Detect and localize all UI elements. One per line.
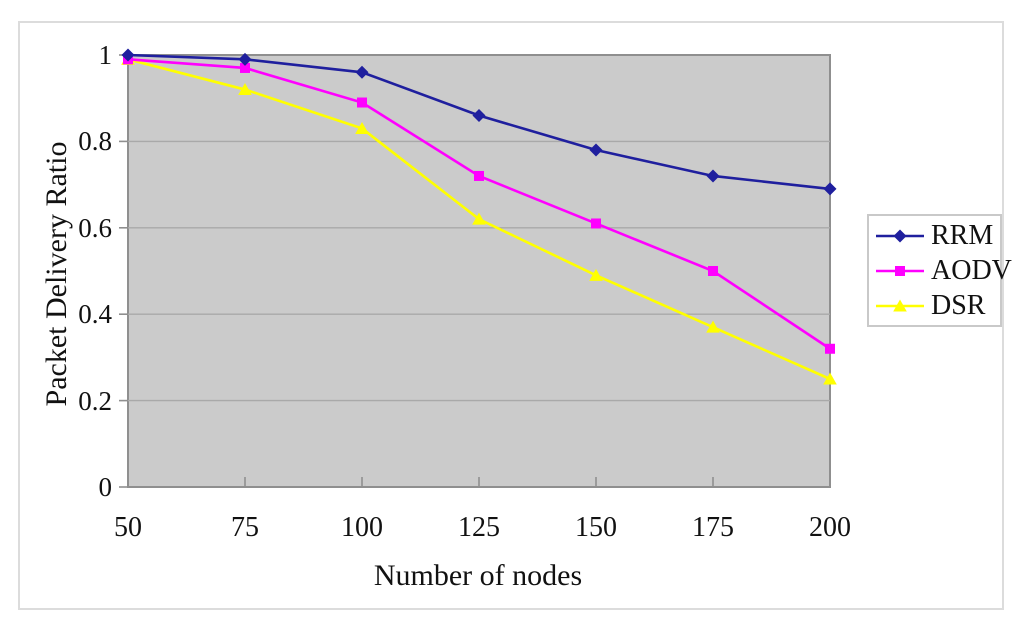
legend-marker (893, 229, 907, 242)
x-tick-label: 150 (575, 512, 617, 543)
y-tick-label: 0.8 (78, 126, 112, 157)
y-tick-label: 0.4 (78, 299, 112, 330)
data-point-aodv (240, 62, 250, 73)
data-point-aodv (357, 97, 367, 108)
legend: RRM AODV DSR (867, 214, 1012, 327)
legend-item-aodv: AODV (875, 255, 1012, 286)
x-tick-label: 100 (341, 512, 383, 543)
data-point-aodv (708, 266, 718, 276)
legend-marker (893, 299, 907, 311)
diamond-marker-icon (876, 229, 924, 242)
legend-label: DSR (931, 289, 986, 321)
x-tick-label: 75 (231, 512, 259, 543)
series-dsr (121, 52, 837, 385)
x-axis-title: Number of nodes (373, 559, 583, 592)
data-point-rrm (823, 182, 837, 196)
data-point-aodv (474, 170, 484, 181)
y-tick-label: 0.2 (78, 385, 112, 416)
plot-area (119, 48, 837, 488)
legend-marker (895, 265, 905, 276)
data-point-aodv (591, 218, 601, 229)
legend-item-dsr: DSR (875, 289, 1000, 321)
data-point-dsr (472, 212, 486, 225)
y-axis-title: Packet Delivery Ratio (40, 141, 73, 407)
x-tick-label: 125 (458, 512, 500, 543)
data-point-aodv (825, 343, 835, 354)
triangle-marker-icon (876, 299, 924, 311)
square-marker-icon (876, 265, 924, 276)
data-point-rrm (121, 48, 135, 62)
legend-label: RRM (931, 219, 994, 251)
data-point-rrm (589, 143, 603, 157)
data-point-dsr (589, 268, 603, 281)
data-point-dsr (706, 320, 720, 333)
data-point-rrm (706, 169, 720, 183)
data-point-rrm (355, 65, 369, 79)
x-tick-label: 200 (809, 512, 851, 543)
y-tick-label: 0 (98, 472, 113, 502)
data-point-dsr (823, 372, 837, 385)
data-point-rrm (472, 108, 486, 122)
data-point-dsr (355, 121, 369, 134)
data-point-rrm (238, 52, 252, 66)
legend-item-rrm: RRM (875, 219, 1000, 251)
series-rrm (121, 48, 837, 196)
data-point-dsr (238, 83, 252, 96)
x-tick-label: 175 (692, 512, 734, 543)
y-tick-label: 1 (98, 40, 113, 70)
legend-label: AODV (931, 254, 1012, 286)
x-tick-label: 50 (114, 512, 142, 543)
y-tick-label: 0.6 (78, 212, 112, 243)
